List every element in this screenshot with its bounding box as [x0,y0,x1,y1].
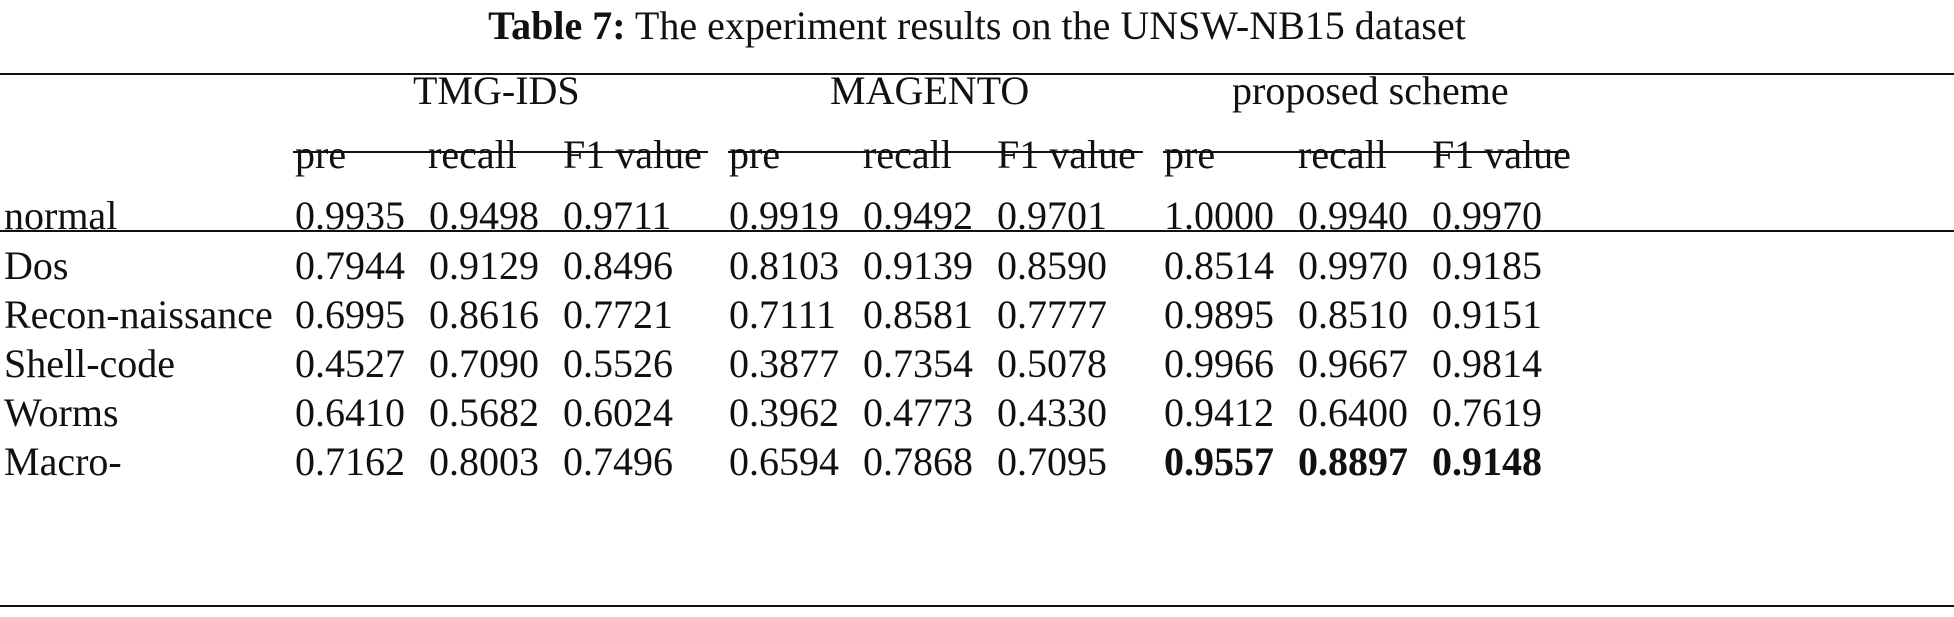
subheader-pre: pre [1164,132,1216,177]
table-title: The experiment results on the UNSW-NB15 … [634,3,1466,48]
group-header-magento: MAGENTO [830,68,1030,113]
table-cell: 0.9966 [1164,341,1274,386]
bottom-rule [0,605,1954,607]
header-rule [0,230,1954,232]
table-cell: 0.9129 [429,243,539,288]
table-cell: 0.5682 [429,390,539,435]
subheader-pre: pre [295,132,347,177]
row-label: Macro- [4,439,122,484]
subheader-f1-value: F1 value [1432,132,1571,177]
subheader-pre: pre [729,132,781,177]
table-number: Table 7: [488,3,626,48]
group-header-tmg-ids: TMG-IDS [413,68,580,113]
table-cell: 1.0000 [1164,193,1274,238]
table-cell: 0.9139 [863,243,973,288]
table-cell-best: 0.8897 [1298,439,1408,484]
table-cell: 0.6400 [1298,390,1408,435]
table-cell: 0.9151 [1432,292,1542,337]
table-cell: 0.7944 [295,243,405,288]
table-cell: 0.8514 [1164,243,1274,288]
table-cell: 0.9492 [863,193,973,238]
table-cell: 0.8003 [429,439,539,484]
table-cell-best: 0.9557 [1164,439,1274,484]
table-cell: 0.7162 [295,439,405,484]
table-caption: Table 7: The experiment results on the U… [0,0,1954,52]
table-cell: 0.8590 [997,243,1107,288]
table-cell: 0.9940 [1298,193,1408,238]
row-label: Recon-naissance [4,292,273,337]
top-rule [0,73,1954,75]
table-cell: 0.9185 [1432,243,1542,288]
table-cell: 0.3962 [729,390,839,435]
table-cell: 0.6594 [729,439,839,484]
table-cell: 0.8581 [863,292,973,337]
table-cell: 0.9970 [1298,243,1408,288]
table-cell: 0.9412 [1164,390,1274,435]
table-cell: 0.8496 [563,243,673,288]
subheader-recall: recall [863,132,952,177]
table-cell: 0.5078 [997,341,1107,386]
table-cell: 0.7496 [563,439,673,484]
table-cell: 0.6410 [295,390,405,435]
row-label: Worms [4,390,119,435]
subheader-f1-value: F1 value [563,132,702,177]
group-rule-proposed-scheme [1163,151,1565,153]
row-label: normal [4,193,118,238]
table-cell: 0.9814 [1432,341,1542,386]
table-cell: 0.5526 [563,341,673,386]
table-cell: 0.8510 [1298,292,1408,337]
group-rule-tmg-ids [293,151,708,153]
table-cell: 0.4527 [295,341,405,386]
table-cell: 0.9919 [729,193,839,238]
table-cell: 0.7619 [1432,390,1542,435]
table-cell: 0.7354 [863,341,973,386]
table-cell: 0.4330 [997,390,1107,435]
table-cell: 0.7868 [863,439,973,484]
table-cell: 0.7111 [729,292,837,337]
table-cell: 0.8616 [429,292,539,337]
table-cell: 0.9667 [1298,341,1408,386]
table-cell: 0.8103 [729,243,839,288]
subheader-recall: recall [1298,132,1387,177]
subheader-recall: recall [428,132,517,177]
group-header-proposed-scheme: proposed scheme [1232,68,1509,113]
subheader-f1-value: F1 value [997,132,1136,177]
table-cell: 0.9711 [563,193,672,238]
table-cell: 0.9970 [1432,193,1542,238]
table-cell: 0.9498 [429,193,539,238]
table-cell: 0.6024 [563,390,673,435]
table-cell: 0.7777 [997,292,1107,337]
row-label: Dos [4,243,69,288]
table-cell: 0.6995 [295,292,405,337]
row-label: Shell-code [4,341,176,386]
table-cell: 0.3877 [729,341,839,386]
table-cell: 0.9935 [295,193,405,238]
group-rule-magento [728,151,1143,153]
table-cell-best: 0.9148 [1432,439,1542,484]
table-cell: 0.7721 [563,292,673,337]
table-cell: 0.7095 [997,439,1107,484]
table-cell: 0.9701 [997,193,1107,238]
table-cell: 0.4773 [863,390,973,435]
table-cell: 0.7090 [429,341,539,386]
table-cell: 0.9895 [1164,292,1274,337]
